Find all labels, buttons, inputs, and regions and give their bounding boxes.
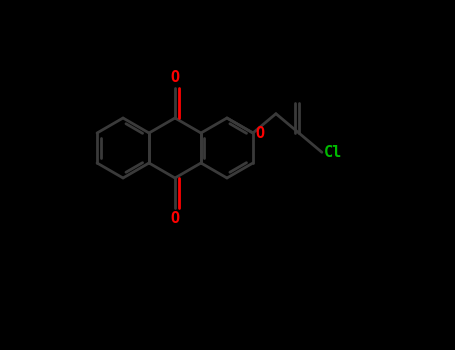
Text: Cl: Cl xyxy=(324,145,342,160)
Text: O: O xyxy=(255,126,264,140)
Text: O: O xyxy=(171,70,180,85)
Text: O: O xyxy=(171,211,180,226)
